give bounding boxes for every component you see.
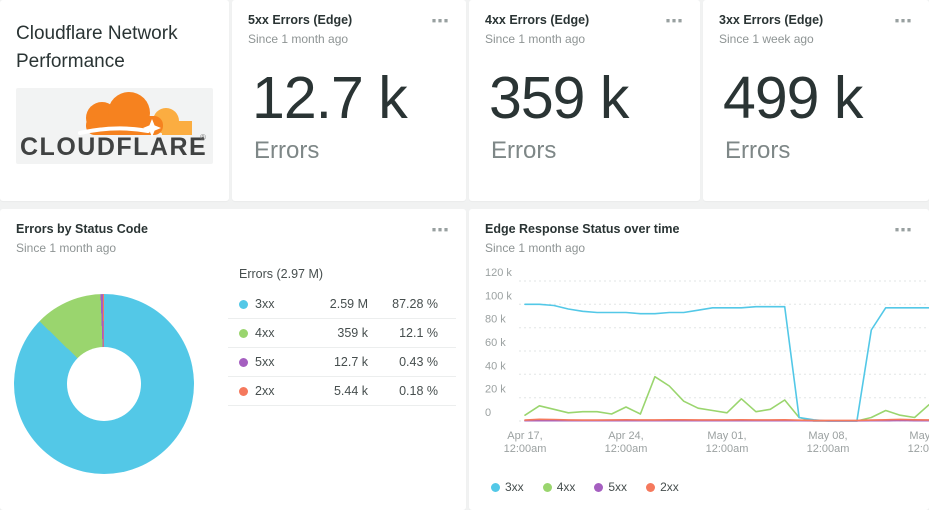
card-title: 3xx Errors (Edge) (719, 13, 824, 27)
series-percent: 12.1 % (399, 326, 438, 340)
svg-text:60 k: 60 k (485, 337, 506, 349)
card-title: Edge Response Status over time (485, 222, 680, 236)
edge-response-line-chart[interactable]: 120 k 100 k 80 k 60 k 40 k 20 k 0 Apr 17, 12:00a… (485, 267, 929, 463)
kpi-value: 359 k (489, 65, 629, 131)
cloudflare-wordmark: CLOUDFLARE (20, 133, 207, 161)
card-title: 4xx Errors (Edge) (485, 13, 590, 27)
errors-by-status-code-card: Errors by Status Code Since 1 month ago … (0, 209, 466, 510)
series-value: 2.59 M (329, 297, 368, 311)
svg-text:20 k: 20 k (485, 384, 506, 396)
series-value: 12.7 k (333, 355, 368, 369)
dashboard-title: Cloudflare Network Performance (16, 23, 178, 72)
series-value: 5.44 k (333, 384, 368, 398)
series-value: 359 k (337, 326, 368, 340)
card-subtitle: Since 1 month ago (485, 241, 586, 255)
series-percent: 0.43 % (399, 355, 438, 369)
series-dot-4xx (542, 482, 552, 492)
series-dot-3xx (239, 299, 248, 309)
card-menu-button[interactable]: ⋯ (894, 220, 913, 240)
donut-hole (67, 347, 141, 421)
card-subtitle: Since 1 month ago (16, 241, 117, 255)
card-menu-button[interactable]: ⋯ (665, 11, 684, 31)
status-code-donut-chart[interactable] (14, 294, 194, 474)
series-label: 2xx (660, 480, 679, 494)
cloudflare-logo: CLOUDFLARE ® (16, 88, 213, 165)
series-dot-2xx (646, 482, 656, 492)
svg-text:May 15,: May 15, (909, 430, 929, 442)
series-dot-5xx (594, 482, 604, 492)
svg-text:Apr 17,: Apr 17, (507, 430, 542, 442)
dashboard-title-card: Cloudflare Network Performance CLOUDFLAR… (0, 0, 229, 201)
card-title: 5xx Errors (Edge) (248, 13, 353, 27)
series-dot-2xx (239, 386, 248, 396)
legend-item-3xx[interactable]: 3xx (491, 480, 524, 494)
svg-text:Apr 24,: Apr 24, (608, 430, 643, 442)
donut-legend: Errors (2.97 M) 3xx 2.59 M 87.28 % 4xx 3… (228, 267, 456, 406)
series-dot-3xx (491, 482, 500, 492)
series-label: 4xx (255, 326, 275, 340)
registered-mark: ® (200, 133, 206, 142)
card-title: Errors by Status Code (16, 222, 148, 236)
card-menu-button[interactable]: ⋯ (431, 11, 450, 31)
series-label: 5xx (608, 480, 628, 494)
series-label: 3xx (255, 297, 275, 311)
svg-text:12:00am: 12:00am (706, 443, 749, 455)
series-percent: 87.28 % (392, 297, 438, 311)
legend-row-3xx[interactable]: 3xx 2.59 M 87.28 % (228, 290, 456, 319)
kpi-card-5xx: 5xx Errors (Edge) Since 1 month ago ⋯ 12… (232, 0, 466, 201)
kpi-value: 499 k (723, 65, 863, 131)
cloudflare-logo-icon: CLOUDFLARE ® (20, 92, 207, 161)
kpi-unit-label: Errors (491, 137, 557, 164)
card-subtitle: Since 1 week ago (719, 32, 814, 46)
card-subtitle: Since 1 month ago (485, 32, 586, 46)
series-dot-5xx (239, 357, 248, 367)
legend-item-4xx[interactable]: 4xx (542, 480, 576, 494)
series-dot-4xx (239, 328, 248, 338)
line-chart-legend: 3xx 4xx 5xx 2xx (491, 480, 679, 494)
edge-response-status-card: Edge Response Status over time Since 1 m… (469, 209, 929, 510)
series-label: 3xx (505, 480, 524, 494)
legend-item-2xx[interactable]: 2xx (646, 480, 679, 494)
kpi-card-3xx: 3xx Errors (Edge) Since 1 week ago ⋯ 499… (703, 0, 929, 201)
kpi-unit-label: Errors (254, 137, 320, 164)
svg-text:May 08,: May 08, (808, 430, 847, 442)
legend-row-5xx[interactable]: 5xx 12.7 k 0.43 % (228, 348, 456, 377)
kpi-unit-label: Errors (725, 137, 791, 164)
card-menu-button[interactable]: ⋯ (431, 220, 450, 240)
card-subtitle: Since 1 month ago (248, 32, 349, 46)
svg-text:12:00am: 12:00am (908, 443, 929, 455)
legend-row-2xx[interactable]: 2xx 5.44 k 0.18 % (228, 377, 456, 406)
series-percent: 0.18 % (399, 384, 438, 398)
series-label: 4xx (556, 480, 576, 494)
donut-legend-title: Errors (2.97 M) (239, 267, 324, 281)
svg-text:12:00am: 12:00am (605, 443, 648, 455)
svg-text:0: 0 (485, 407, 491, 419)
svg-text:12:00am: 12:00am (504, 443, 547, 455)
card-menu-button[interactable]: ⋯ (894, 11, 913, 31)
svg-text:80 k: 80 k (485, 314, 506, 326)
series-label: 5xx (255, 355, 275, 369)
kpi-card-4xx: 4xx Errors (Edge) Since 1 month ago ⋯ 35… (469, 0, 700, 201)
svg-text:12:00am: 12:00am (807, 443, 850, 455)
svg-text:40 k: 40 k (485, 360, 506, 372)
svg-text:120 k: 120 k (485, 267, 512, 279)
svg-text:100 k: 100 k (485, 290, 512, 302)
series-label: 2xx (255, 384, 275, 398)
legend-item-5xx[interactable]: 5xx (594, 480, 627, 494)
kpi-value: 12.7 k (252, 65, 408, 131)
legend-row-4xx[interactable]: 4xx 359 k 12.1 % (228, 319, 456, 348)
svg-text:May 01,: May 01, (707, 430, 746, 442)
